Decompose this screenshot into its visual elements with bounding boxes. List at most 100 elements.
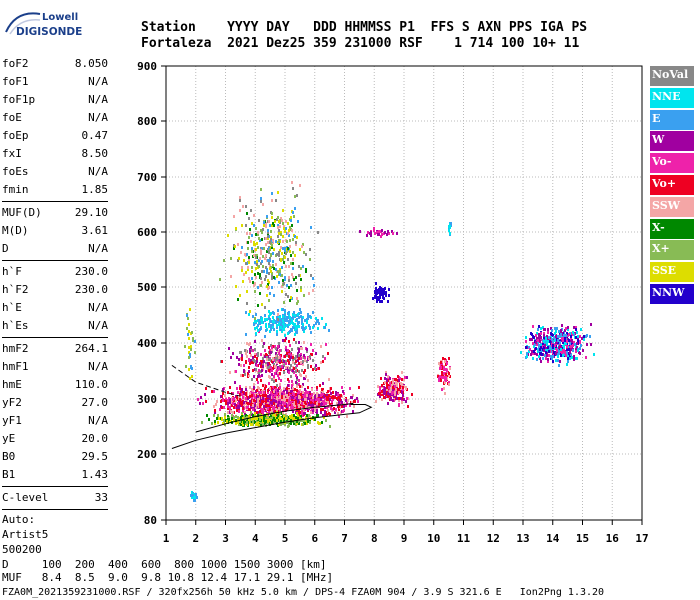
data-point [213, 390, 215, 393]
data-point [271, 272, 273, 275]
data-point [246, 421, 248, 424]
data-point [443, 372, 445, 375]
data-point [346, 415, 348, 418]
data-point [283, 371, 285, 374]
data-point [337, 412, 339, 415]
data-point [559, 345, 561, 348]
data-point [530, 353, 532, 356]
data-point [290, 406, 292, 409]
data-point [543, 334, 545, 337]
data-point [281, 266, 283, 269]
data-point [200, 396, 202, 399]
data-point [539, 348, 541, 351]
data-point [300, 361, 302, 364]
data-point [188, 337, 190, 340]
data-point [569, 346, 571, 349]
param-key: yE [2, 432, 16, 445]
data-point [547, 346, 549, 349]
data-point [533, 345, 535, 348]
data-point [259, 292, 261, 295]
data-point [272, 320, 274, 323]
data-point [227, 391, 229, 394]
data-point [256, 357, 258, 360]
data-point [248, 217, 250, 220]
data-point [320, 361, 322, 364]
data-point [388, 384, 390, 387]
param-note: Auto: [2, 513, 36, 526]
data-point [307, 379, 309, 382]
data-point [403, 378, 405, 381]
data-point [241, 412, 243, 415]
data-point [312, 311, 314, 314]
data-point [257, 414, 259, 417]
data-point [402, 386, 404, 389]
data-point [239, 385, 241, 388]
data-point [268, 251, 270, 254]
data-point [285, 346, 287, 349]
data-point [230, 257, 232, 260]
data-point [268, 369, 270, 372]
data-point [411, 393, 413, 396]
data-point [560, 350, 562, 353]
data-point [274, 386, 276, 389]
data-point [292, 369, 294, 372]
data-point [258, 369, 260, 372]
data-point [283, 390, 285, 393]
data-point [262, 409, 264, 412]
data-point [297, 359, 299, 362]
legend-item: X- [650, 218, 694, 239]
data-point [264, 387, 266, 390]
data-point [277, 224, 279, 227]
data-point [388, 386, 390, 389]
data-point [280, 368, 282, 371]
data-point [234, 403, 236, 406]
data-point [280, 328, 282, 331]
data-point [287, 247, 289, 250]
data-point [289, 415, 291, 418]
param-key: h`F2 [2, 283, 29, 296]
data-point [546, 335, 548, 338]
data-point [317, 414, 319, 417]
data-point [238, 400, 240, 403]
data-point [254, 412, 256, 415]
data-point [338, 396, 340, 399]
data-point [393, 395, 395, 398]
data-point [547, 340, 549, 343]
param-key: hmF2 [2, 342, 29, 355]
data-point [260, 197, 262, 200]
data-point [567, 357, 569, 360]
data-point [310, 411, 312, 414]
data-point [295, 241, 297, 244]
data-point [289, 316, 291, 319]
data-point [271, 402, 273, 405]
data-point [281, 285, 283, 288]
data-point [406, 397, 408, 400]
data-point [299, 411, 301, 414]
data-point [536, 337, 538, 340]
data-point [188, 330, 190, 333]
data-point [257, 403, 259, 406]
param-value: 110.0 [74, 378, 108, 391]
data-point [285, 220, 287, 223]
data-point [262, 357, 264, 360]
param-value: N/A [88, 414, 108, 427]
data-point [233, 400, 235, 403]
data-point [229, 401, 231, 404]
data-point [556, 349, 558, 352]
data-point [300, 278, 302, 281]
data-point [287, 404, 289, 407]
data-point [293, 414, 295, 417]
data-point [444, 358, 446, 361]
data-point [256, 389, 258, 392]
data-point [292, 211, 294, 214]
data-point [303, 405, 305, 408]
data-point [351, 401, 353, 404]
data-point [260, 284, 262, 287]
data-point [385, 373, 387, 376]
data-point [216, 417, 218, 420]
data-point [225, 400, 227, 403]
data-point [551, 329, 553, 332]
data-point [277, 374, 279, 377]
param-value: N/A [88, 111, 108, 124]
data-point [294, 333, 296, 336]
